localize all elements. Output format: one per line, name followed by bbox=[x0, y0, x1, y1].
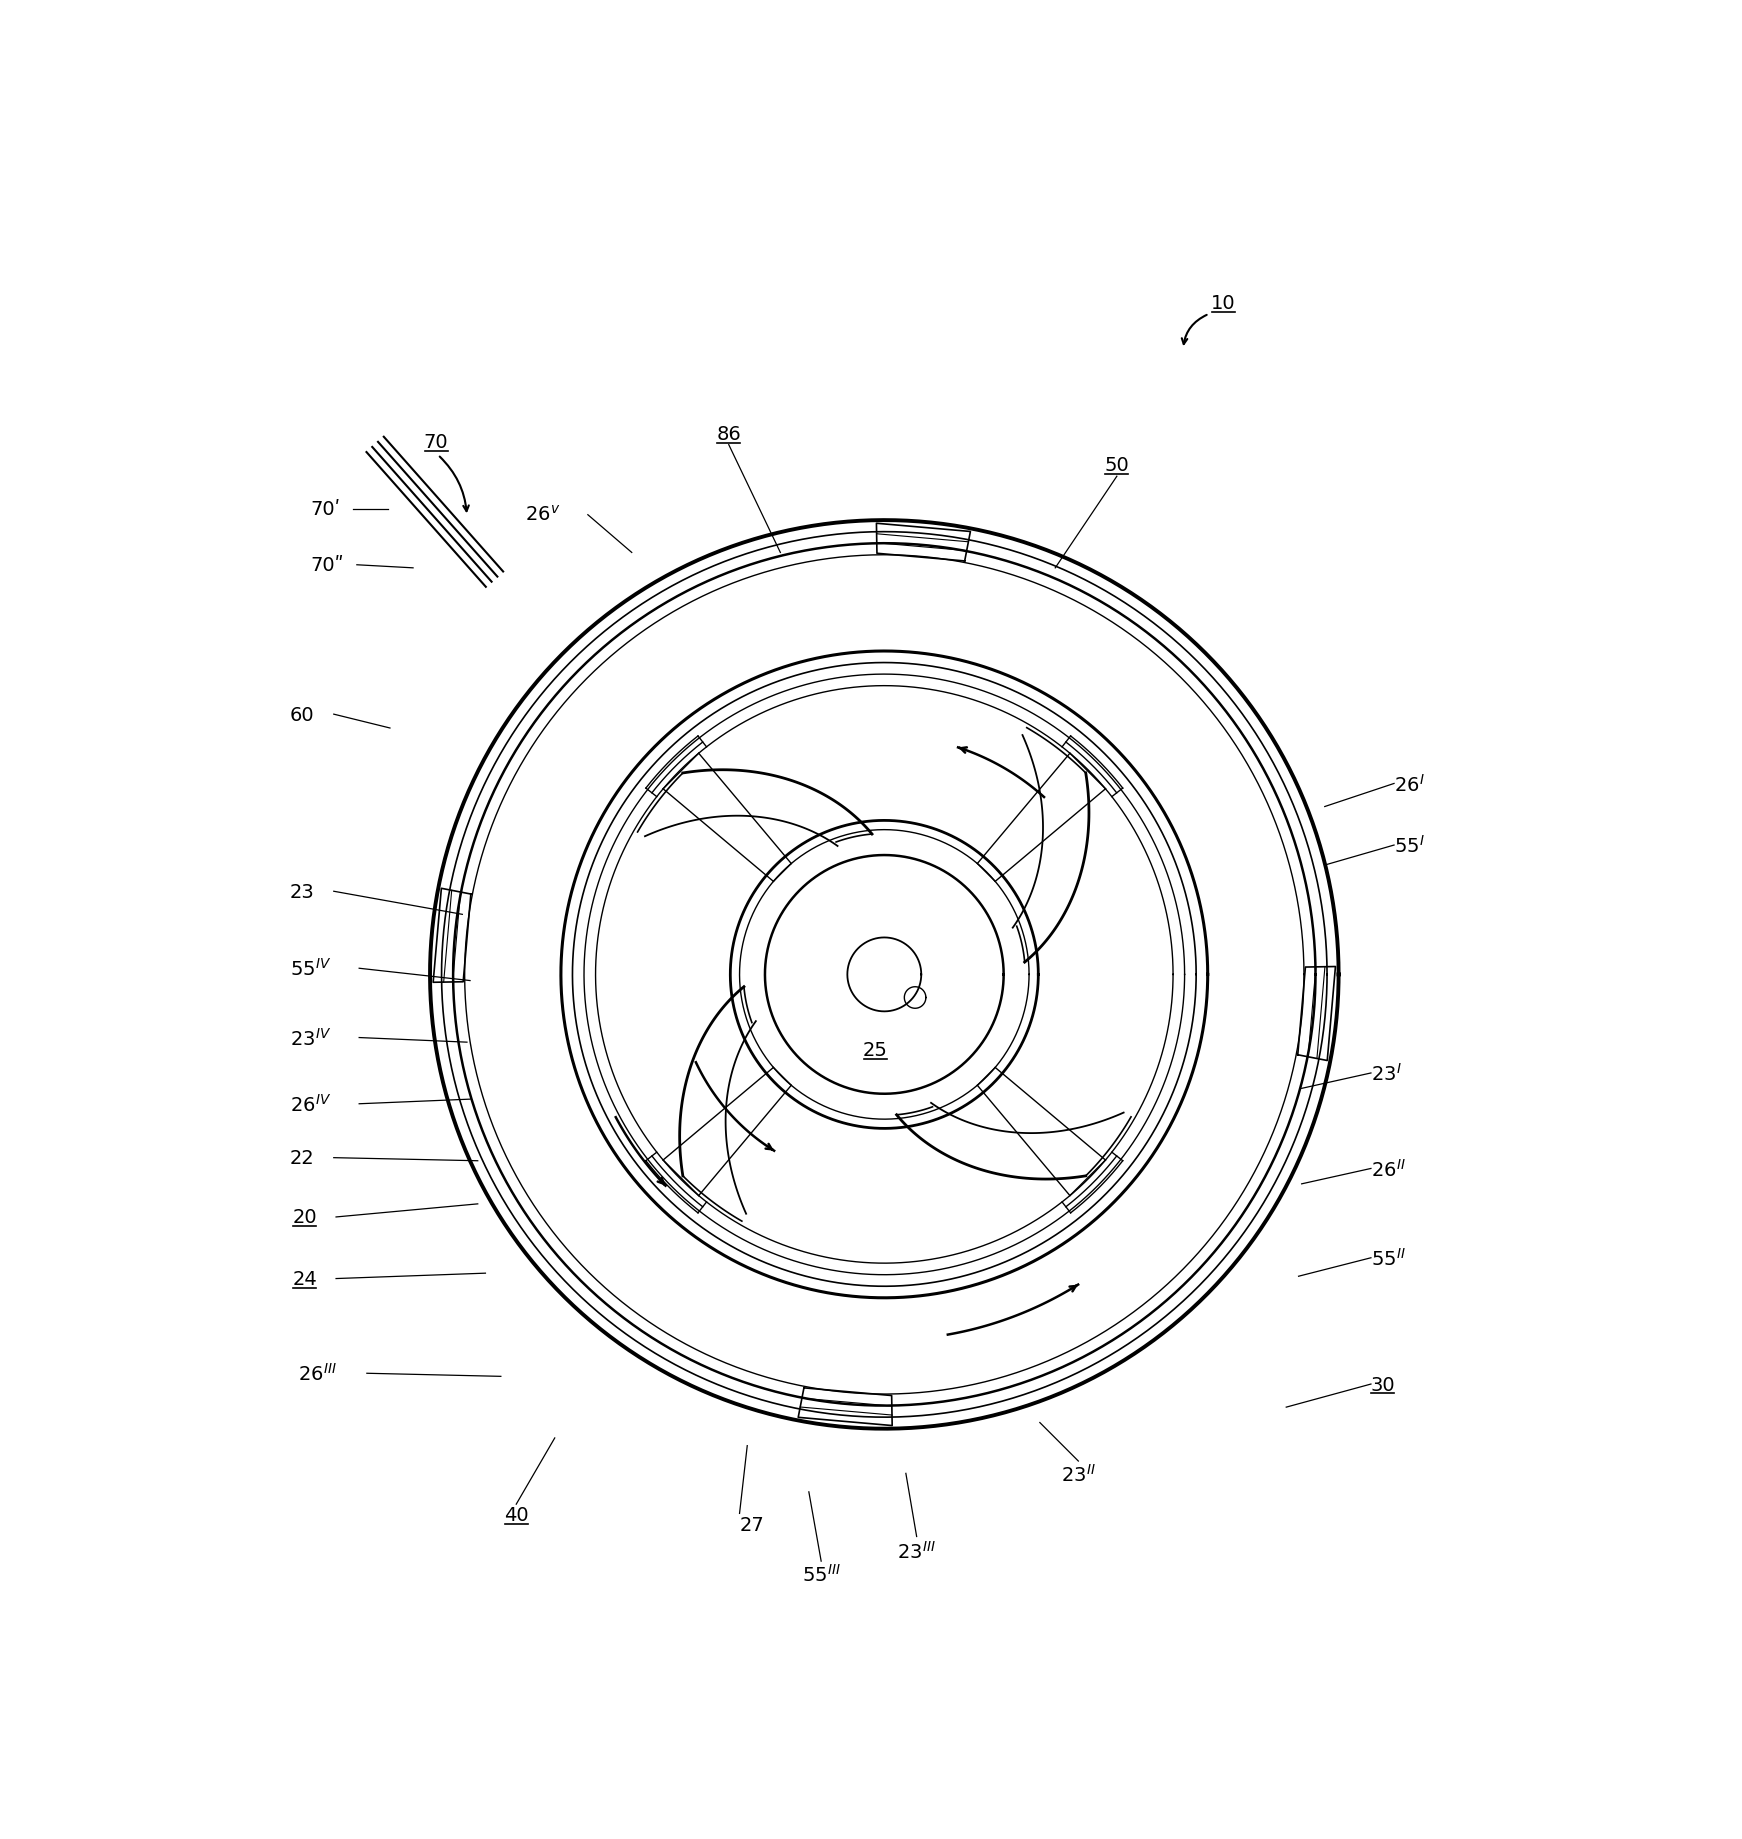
Text: $55^{II}$: $55^{II}$ bbox=[1371, 1247, 1406, 1269]
Text: $23^{IV}$: $23^{IV}$ bbox=[289, 1026, 331, 1048]
Text: 22: 22 bbox=[289, 1149, 315, 1168]
Text: $26^{III}$: $26^{III}$ bbox=[298, 1363, 336, 1385]
Text: 10: 10 bbox=[1211, 294, 1235, 313]
Text: $26^I$: $26^I$ bbox=[1394, 772, 1425, 794]
Text: $55^{III}$: $55^{III}$ bbox=[801, 1563, 841, 1585]
Text: $55^{IV}$: $55^{IV}$ bbox=[289, 958, 331, 980]
Text: 24: 24 bbox=[293, 1269, 317, 1289]
Text: 30: 30 bbox=[1371, 1376, 1395, 1394]
Text: 25: 25 bbox=[862, 1041, 887, 1059]
Text: $23^{II}$: $23^{II}$ bbox=[1061, 1462, 1096, 1484]
Text: $23^{III}$: $23^{III}$ bbox=[897, 1539, 935, 1561]
Text: 70ʹ: 70ʹ bbox=[310, 500, 341, 519]
Text: 27: 27 bbox=[740, 1515, 765, 1534]
Text: 50: 50 bbox=[1104, 456, 1129, 474]
Text: 40: 40 bbox=[503, 1506, 528, 1525]
Text: $26^{II}$: $26^{II}$ bbox=[1371, 1159, 1406, 1181]
Text: $55^I$: $55^I$ bbox=[1394, 835, 1425, 857]
Text: $23^I$: $23^I$ bbox=[1371, 1063, 1402, 1085]
Text: 23: 23 bbox=[289, 883, 315, 901]
Text: 86: 86 bbox=[716, 425, 740, 443]
Text: 60: 60 bbox=[289, 704, 315, 725]
Text: 20: 20 bbox=[293, 1208, 317, 1227]
Text: 70: 70 bbox=[423, 432, 448, 452]
Text: 70ʺ: 70ʺ bbox=[310, 555, 345, 576]
Text: $26^v$: $26^v$ bbox=[524, 504, 559, 524]
Text: $26^{IV}$: $26^{IV}$ bbox=[289, 1092, 331, 1114]
